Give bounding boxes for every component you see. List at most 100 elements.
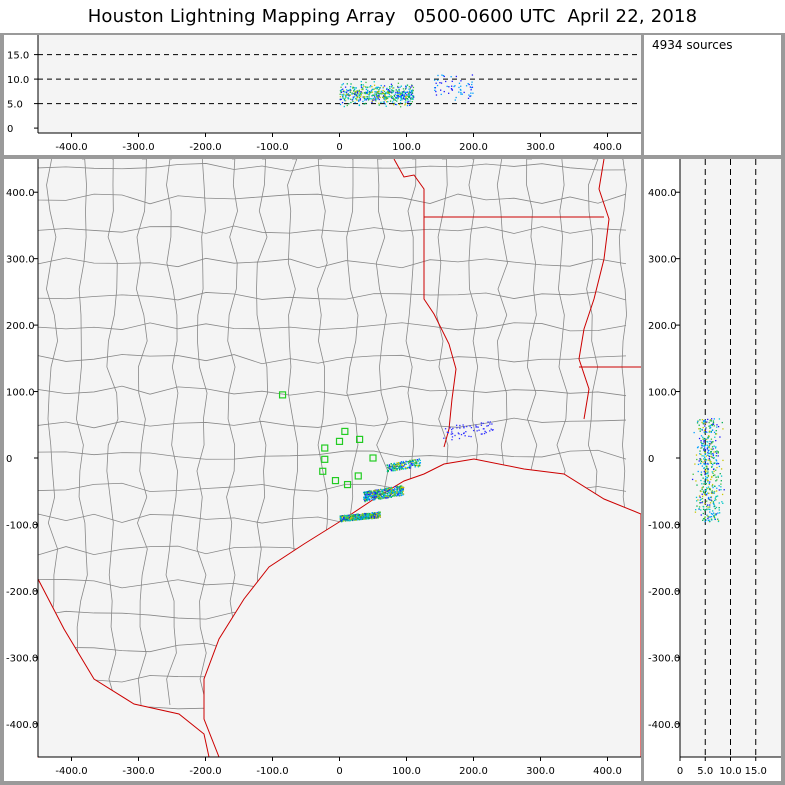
lightning-source: [361, 92, 363, 94]
lma-station-marker: [321, 455, 329, 463]
lightning-source: [719, 473, 721, 475]
lightning-source: [375, 517, 377, 519]
source-count: 4934 sources: [652, 38, 733, 52]
lightning-source: [351, 517, 353, 519]
lightning-source: [698, 460, 700, 462]
lightning-source: [372, 513, 374, 515]
lightning-source: [720, 480, 722, 482]
lightning-source: [380, 490, 383, 493]
lightning-source: [393, 468, 395, 470]
lightning-source: [366, 96, 368, 98]
lightning-source: [486, 425, 488, 427]
lightning-source: [371, 493, 374, 496]
lightning-source: [703, 431, 705, 433]
lightning-source: [401, 93, 404, 95]
lightning-source: [411, 462, 414, 464]
lightning-source: [373, 88, 375, 90]
lightning-source: [715, 506, 718, 509]
lightning-source: [371, 514, 373, 516]
lightning-source: [703, 518, 706, 520]
lightning-source: [715, 476, 717, 478]
lightning-source: [340, 89, 343, 91]
lightning-source: [382, 86, 385, 88]
lightning-source: [363, 96, 365, 98]
lightning-source: [354, 93, 357, 96]
lightning-source: [352, 515, 354, 517]
lightning-source: [378, 94, 380, 96]
lightning-source: [363, 85, 365, 87]
lightning-source: [351, 92, 353, 94]
lightning-source: [717, 425, 720, 428]
lightning-source: [399, 91, 401, 94]
lightning-source: [709, 459, 711, 461]
lightning-source: [393, 491, 395, 493]
lightning-source: [400, 485, 403, 487]
lightning-source: [409, 465, 412, 467]
lightning-source: [374, 489, 376, 491]
lightning-source: [454, 434, 456, 437]
lightning-source: [363, 97, 366, 100]
lightning-source: [372, 491, 374, 493]
lightning-source: [381, 92, 383, 95]
lightning-source: [412, 95, 415, 97]
lightning-source: [352, 92, 355, 95]
lightning-source: [398, 88, 400, 91]
lightning-source: [707, 515, 709, 517]
lightning-source: [374, 494, 377, 496]
lightning-source: [402, 91, 404, 94]
lightning-source: [692, 473, 694, 475]
lightning-source: [357, 95, 359, 97]
lightning-source: [384, 93, 386, 95]
lightning-source: [707, 497, 710, 499]
lightning-source: [343, 518, 345, 520]
lightning-source: [711, 492, 713, 494]
lightning-source: [386, 497, 388, 499]
lightning-source: [395, 469, 397, 471]
lightning-source: [700, 458, 702, 461]
lightning-source: [404, 463, 406, 465]
lightning-source: [355, 519, 357, 521]
lightning-source: [358, 518, 360, 521]
lightning-source: [373, 96, 376, 98]
lightning-source: [356, 95, 358, 97]
lightning-source: [352, 98, 354, 100]
lightning-source: [407, 461, 409, 463]
lightning-source: [374, 513, 376, 515]
lightning-source: [716, 479, 718, 481]
lightning-source: [697, 499, 699, 501]
lightning-source: [402, 464, 404, 467]
lightning-source: [378, 514, 380, 516]
lightning-source: [371, 496, 374, 498]
lightning-source: [701, 497, 704, 500]
lightning-source: [358, 94, 360, 96]
lightning-source: [378, 489, 380, 491]
lightning-source: [397, 95, 399, 98]
lightning-source: [708, 482, 710, 485]
lightning-source: [384, 496, 386, 499]
lightning-source: [409, 100, 411, 102]
lightning-source: [458, 82, 461, 84]
lightning-source: [357, 517, 359, 519]
lightning-source: [377, 95, 379, 97]
lightning-source: [384, 497, 387, 499]
lightning-source: [348, 514, 350, 516]
lightning-source: [391, 487, 393, 490]
x-tick-label: 100.0: [392, 766, 421, 777]
lightning-source: [700, 453, 702, 456]
lightning-source: [713, 445, 715, 447]
lightning-source: [394, 494, 397, 496]
x-tick-label: 5.0: [697, 766, 713, 777]
lightning-source: [708, 455, 711, 458]
lightning-source: [369, 495, 371, 497]
lightning-source: [346, 519, 348, 521]
lightning-source: [384, 96, 386, 98]
lightning-source: [470, 89, 472, 91]
lightning-source: [365, 81, 367, 84]
lightning-source: [339, 93, 341, 95]
lightning-source: [355, 517, 357, 519]
lightning-source: [440, 93, 442, 96]
lightning-source: [377, 515, 380, 517]
lightning-source: [408, 94, 410, 96]
lightning-source: [709, 426, 711, 428]
county-line: [37, 225, 627, 234]
